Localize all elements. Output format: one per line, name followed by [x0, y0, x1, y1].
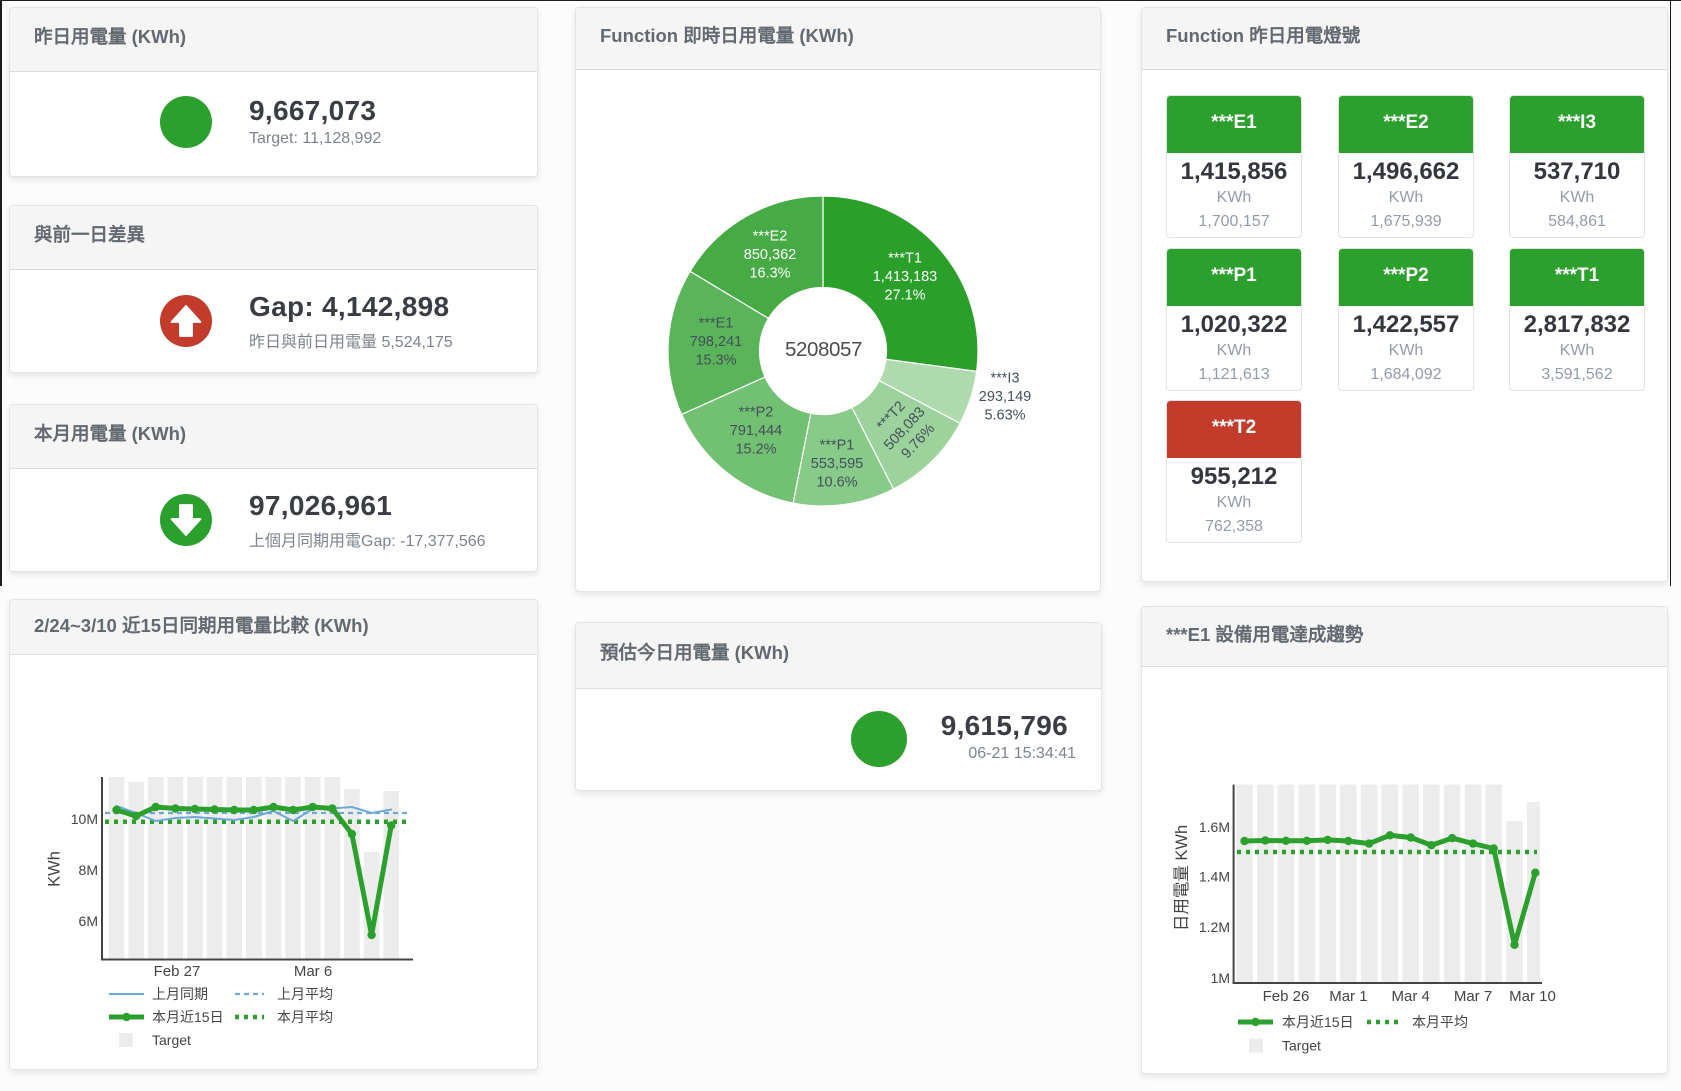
svg-text:本月近15日: 本月近15日 [152, 1009, 224, 1025]
svg-text:1.2M: 1.2M [1199, 919, 1230, 935]
svg-text:553,595: 553,595 [811, 456, 863, 472]
svg-text:KWh: KWh [46, 851, 64, 887]
svg-text:***E1: ***E1 [699, 316, 734, 332]
svg-text:Feb 27: Feb 27 [154, 963, 201, 980]
svg-text:***T1: ***T1 [888, 251, 922, 267]
svg-text:Mar 1: Mar 1 [1329, 988, 1367, 1005]
svg-text:15.2%: 15.2% [735, 442, 776, 458]
svg-text:Mar 7: Mar 7 [1454, 988, 1492, 1005]
svg-text:27.1%: 27.1% [884, 288, 925, 304]
svg-text:Mar 10: Mar 10 [1509, 988, 1556, 1005]
svg-text:791,444: 791,444 [730, 423, 782, 439]
svg-text:10M: 10M [71, 811, 98, 827]
svg-text:上月平均: 上月平均 [277, 986, 333, 1002]
svg-text:5.63%: 5.63% [984, 408, 1025, 424]
svg-text:Mar 6: Mar 6 [294, 963, 332, 980]
svg-text:Target: Target [1282, 1038, 1321, 1054]
svg-text:Mar 4: Mar 4 [1392, 988, 1430, 1005]
svg-text:***P2: ***P2 [739, 405, 774, 421]
svg-text:798,241: 798,241 [690, 334, 742, 350]
svg-text:本月平均: 本月平均 [277, 1009, 333, 1025]
svg-text:293,149: 293,149 [979, 389, 1031, 405]
svg-text:15.3%: 15.3% [695, 353, 736, 369]
svg-text:1.6M: 1.6M [1199, 819, 1230, 835]
svg-text:16.3%: 16.3% [749, 266, 790, 282]
svg-text:本月平均: 本月平均 [1412, 1014, 1468, 1030]
svg-text:6M: 6M [79, 913, 98, 929]
svg-text:Target: Target [152, 1032, 191, 1048]
svg-text:850,362: 850,362 [744, 247, 796, 263]
svg-text:8M: 8M [79, 862, 98, 878]
svg-text:***I3: ***I3 [990, 371, 1019, 387]
svg-text:10.6%: 10.6% [816, 475, 857, 491]
svg-text:日用電量 KWh: 日用電量 KWh [1173, 825, 1191, 931]
svg-text:1.4M: 1.4M [1199, 869, 1230, 885]
svg-text:1,413,183: 1,413,183 [873, 269, 938, 285]
svg-text:***P1: ***P1 [820, 438, 855, 454]
svg-text:上月同期: 上月同期 [152, 986, 208, 1002]
svg-text:本月近15日: 本月近15日 [1282, 1014, 1354, 1030]
svg-text:5208057: 5208057 [785, 338, 862, 361]
svg-text:***E2: ***E2 [753, 229, 788, 245]
svg-text:Feb 26: Feb 26 [1263, 988, 1310, 1005]
svg-text:1M: 1M [1211, 970, 1230, 986]
